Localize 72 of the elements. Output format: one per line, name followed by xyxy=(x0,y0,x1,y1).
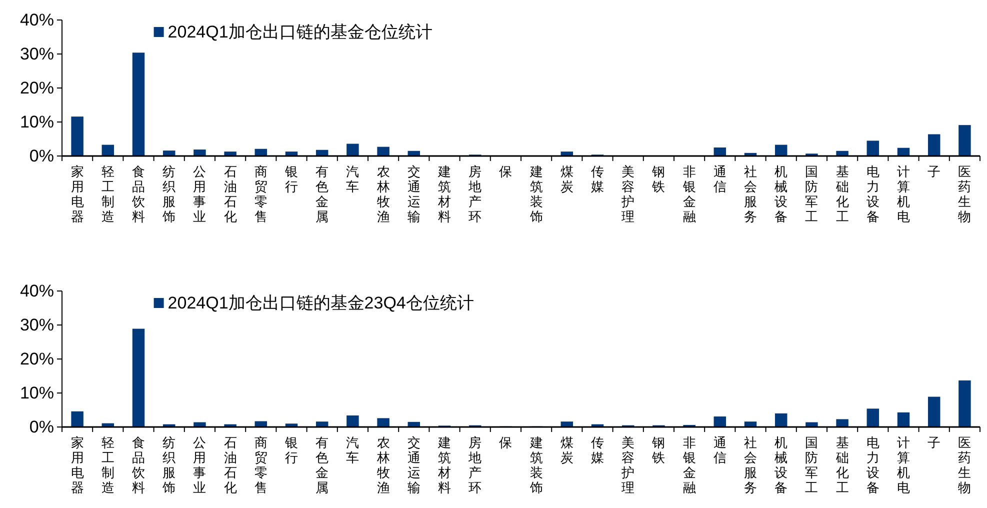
x-tick-label: 建筑装饰 xyxy=(528,165,543,225)
y-tick-label: 20% xyxy=(20,78,54,98)
x-tick-label: 汽车 xyxy=(346,436,360,466)
x-tick-label: 银行 xyxy=(284,436,298,466)
x-tick-label: 农林牧渔 xyxy=(376,165,390,225)
x-tick-label: 建筑装饰 xyxy=(528,436,543,496)
x-tick-label: 电力设备 xyxy=(866,165,880,225)
y-tick-label: 30% xyxy=(20,44,54,64)
x-tick-label: 房地产环 xyxy=(468,164,482,225)
x-tick-label: 商贸零售 xyxy=(254,436,268,496)
x-tick-label: 纺织服饰 xyxy=(162,436,176,496)
x-tick-label: 计算机电 xyxy=(897,436,910,496)
x-tick-label: 钢铁 xyxy=(651,165,666,195)
x-tick-label: 轻工制造 xyxy=(101,436,114,496)
x-tick-label: 美容护理 xyxy=(620,435,635,496)
x-tick-label: 机械设备 xyxy=(774,165,788,225)
x-tick-label: 传媒 xyxy=(591,436,604,466)
x-tick-label: 煤炭 xyxy=(560,436,574,466)
x-tick-label: 房地产环 xyxy=(468,435,482,496)
x-tick-label: 计算机电 xyxy=(897,165,910,225)
x-tick-label: 煤炭 xyxy=(560,165,574,195)
x-tick-label: 社会服务 xyxy=(744,165,757,225)
y-tick-label: 10% xyxy=(20,384,54,402)
x-tick-label: 美容护理 xyxy=(620,164,635,225)
x-tick-label: 银行 xyxy=(284,165,298,195)
x-tick-label: 家用电器 xyxy=(70,435,84,496)
legend-label: 2024Q1加仓出口链的基金23Q4仓位统计 xyxy=(168,294,474,312)
x-tick-label: 交通运输 xyxy=(407,435,420,496)
x-tick-label: 医药生物 xyxy=(958,436,972,496)
x-tick-label: 钢铁 xyxy=(651,436,666,466)
y-tick-label: 20% xyxy=(20,350,54,368)
x-tick-label: 有色金属 xyxy=(316,165,329,225)
x-tick-label: 公用事业 xyxy=(193,436,206,496)
x-tick-label: 非银金融 xyxy=(682,165,696,225)
x-tick-label: 建筑材料 xyxy=(437,165,451,225)
x-tick-label: 有色金属 xyxy=(316,436,329,496)
x-tick-label: 纺织服饰 xyxy=(162,165,176,225)
x-tick-label: 基础化工 xyxy=(834,165,849,225)
x-tick-label: 社会服务 xyxy=(744,436,757,496)
x-tick-label: 机械设备 xyxy=(774,436,788,496)
x-tick-label: 公用事业 xyxy=(193,165,206,225)
x-tick-label: 石油石化 xyxy=(224,436,237,496)
x-tick-label: 石油石化 xyxy=(224,165,237,225)
x-tick-label: 通信 xyxy=(713,165,726,195)
x-tick-label: 国防军工 xyxy=(805,436,818,496)
y-tick-label: 40% xyxy=(20,282,54,300)
x-tick-label: 子 xyxy=(928,165,941,180)
x-tick-label: 家用电器 xyxy=(70,164,84,225)
x-tick-label: 非银金融 xyxy=(682,436,696,496)
y-tick-label: 10% xyxy=(20,112,54,132)
y-tick-label: 0% xyxy=(29,418,54,436)
y-tick-label: 40% xyxy=(20,10,54,30)
x-tick-label: 商贸零售 xyxy=(254,165,268,225)
x-tick-label: 保 xyxy=(499,165,512,180)
x-tick-label: 电力设备 xyxy=(866,436,880,496)
x-tick-label: 食品饮料 xyxy=(131,165,145,225)
x-tick-label: 交通运输 xyxy=(407,164,420,225)
x-tick-label: 建筑材料 xyxy=(437,436,451,496)
x-tick-label: 传媒 xyxy=(591,165,604,195)
x-tick-label: 医药生物 xyxy=(958,165,972,225)
x-tick-label: 农林牧渔 xyxy=(376,436,390,496)
x-tick-label: 通信 xyxy=(713,436,726,466)
x-tick-label: 汽车 xyxy=(346,165,360,195)
y-tick-label: 30% xyxy=(20,316,54,334)
x-tick-label: 子 xyxy=(928,436,941,451)
x-tick-label: 轻工制造 xyxy=(101,165,114,225)
y-tick-label: 0% xyxy=(29,146,54,166)
x-tick-label: 保 xyxy=(499,436,512,451)
x-tick-label: 国防军工 xyxy=(805,165,818,225)
x-tick-label: 基础化工 xyxy=(834,436,849,496)
x-tick-label: 食品饮料 xyxy=(131,436,145,496)
legend-label: 2024Q1加仓出口链的基金仓位统计 xyxy=(168,22,432,42)
